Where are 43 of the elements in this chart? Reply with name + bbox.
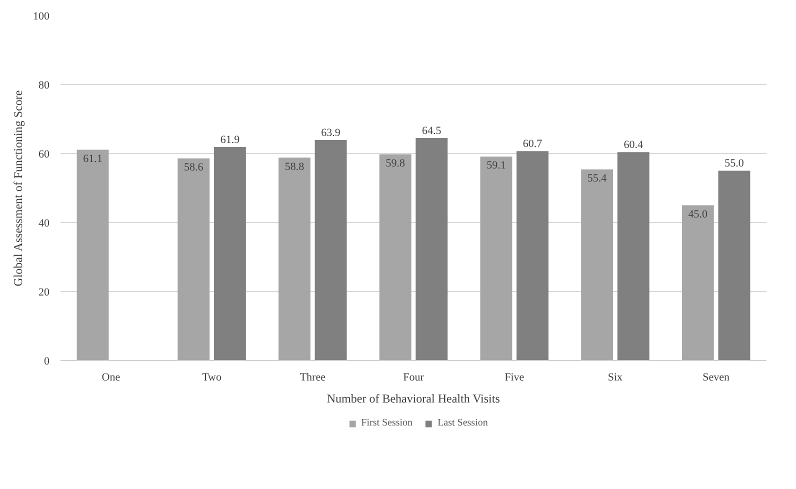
x-tick-label: Six — [608, 372, 624, 384]
bar — [178, 158, 210, 360]
y-tick-label: 40 — [38, 218, 50, 230]
bar — [516, 151, 548, 360]
data-label: 45.0 — [688, 208, 708, 220]
bar — [278, 158, 310, 360]
bar — [617, 152, 650, 360]
x-tick-label: Four — [403, 372, 424, 384]
bar — [581, 169, 614, 360]
x-tick-label: One — [102, 372, 120, 384]
y-tick-label: 60 — [38, 148, 50, 160]
data-label: 60.7 — [522, 138, 543, 150]
x-tick-label: Three — [300, 372, 326, 384]
bar — [682, 205, 714, 360]
bar — [379, 154, 412, 360]
bar — [480, 156, 512, 360]
bar — [214, 146, 246, 360]
data-label: 55.4 — [587, 172, 608, 185]
y-tick-label: 0 — [44, 356, 50, 368]
legend-label: First Session — [361, 418, 413, 428]
x-axis-title: Number of Behavioral Health Visits — [326, 392, 500, 406]
y-tick-label: 20 — [38, 286, 50, 298]
data-label: 58.6 — [184, 161, 204, 174]
data-label: 59.8 — [386, 157, 406, 170]
bar — [314, 140, 347, 360]
bar — [718, 170, 750, 360]
y-axis-title: Global Assessment of Functioning Score — [11, 90, 25, 286]
x-tick-label: Two — [202, 372, 222, 384]
data-label: 60.4 — [624, 138, 644, 151]
x-tick-label: Five — [504, 372, 524, 384]
y-tick-label: 80 — [38, 80, 50, 92]
bar — [416, 138, 448, 360]
data-label: 55.0 — [724, 158, 744, 170]
data-label: 64.5 — [422, 124, 442, 137]
legend-label: Last Session — [438, 418, 488, 428]
data-label: 58.8 — [284, 160, 305, 173]
x-tick-label: Seven — [702, 372, 730, 384]
bar — [76, 150, 109, 360]
data-label: 63.9 — [321, 126, 341, 139]
data-label: 59.1 — [486, 160, 506, 172]
data-label: 61.9 — [220, 134, 240, 146]
y-tick-label: 100 — [33, 10, 50, 22]
data-label: 61.1 — [83, 152, 102, 165]
